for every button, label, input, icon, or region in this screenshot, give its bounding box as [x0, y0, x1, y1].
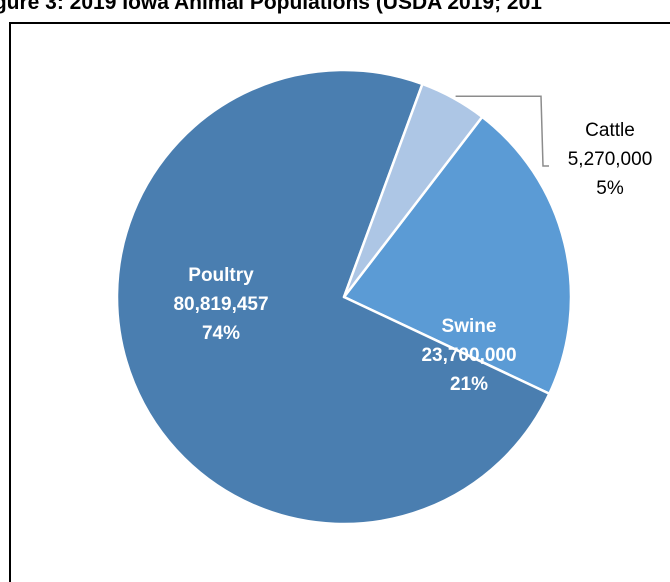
slice-label-cattle-value: 5,270,000 [568, 149, 653, 170]
slice-label-poultry-value: 80,819,457 [173, 294, 268, 315]
slice-label-swine-value: 23,700,000 [421, 345, 516, 366]
pie-slice-cattle [342, 82, 484, 299]
slice-label-poultry-percent: 74% [202, 323, 240, 344]
pie-slice-swine [342, 115, 573, 395]
slice-label-cattle-percent: 5% [596, 178, 624, 199]
slice-label-swine-name: Swine [442, 316, 497, 337]
slice-label-cattle-name: Cattle [585, 120, 635, 141]
pie-labels: Swine 23,700,000 21% Poultry 80,819,457 74% Ca… [173, 95, 653, 395]
chart-title: igure 3: 2019 Iowa Animal Populations (U… [0, 0, 542, 14]
pie-slices [115, 68, 573, 526]
chart-frame [9, 22, 670, 582]
cattle-leader-line [455, 95, 549, 167]
slice-label-swine-percent: 21% [450, 374, 488, 395]
pie-slice-poultry [115, 68, 551, 526]
slice-label-poultry-name: Poultry [188, 265, 254, 286]
